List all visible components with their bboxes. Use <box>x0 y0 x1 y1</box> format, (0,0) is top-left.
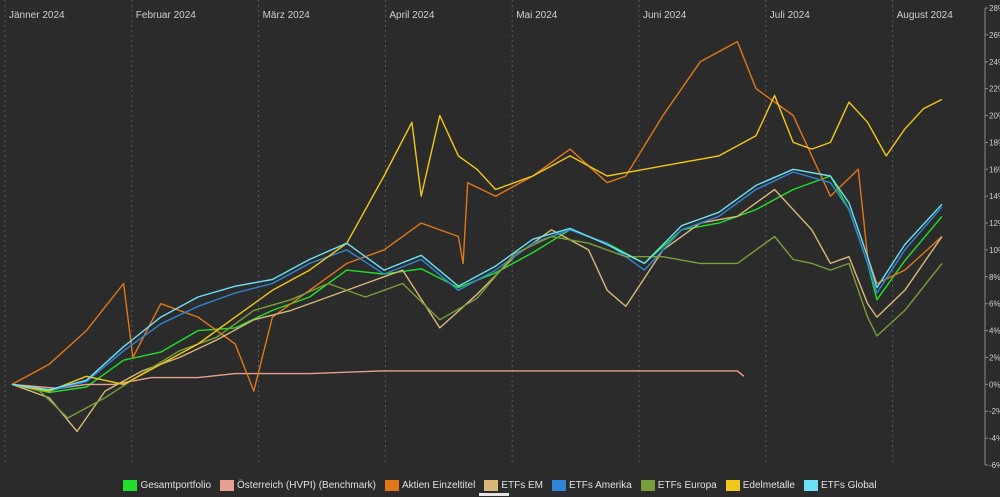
series-line-2 <box>11 40 943 392</box>
series-line-1 <box>11 370 745 390</box>
legend-item[interactable]: Österreich (HVPI) (Benchmark) <box>220 479 376 491</box>
legend-swatch <box>384 479 399 491</box>
legend-selection-marker <box>479 493 509 496</box>
legend-swatch <box>220 479 235 491</box>
series-lines <box>11 40 943 433</box>
y-tick-label: 12% <box>989 219 1000 228</box>
y-tick-label: 22% <box>989 85 1000 94</box>
y-tick-label: 18% <box>989 138 1000 147</box>
series-line-4 <box>11 171 943 392</box>
gridlines <box>5 7 985 466</box>
month-label: Mai 2024 <box>516 10 558 21</box>
y-tick-label: 16% <box>989 165 1000 174</box>
legend-swatch <box>123 479 138 491</box>
legend-label: Edelmetalle <box>742 479 795 491</box>
series-line-6 <box>11 94 943 392</box>
month-label: Juli 2024 <box>770 10 810 21</box>
legend-swatch <box>725 479 740 491</box>
month-label: April 2024 <box>389 10 434 21</box>
legend-item[interactable]: ETFs Europa <box>640 479 717 491</box>
y-tick-label: 14% <box>989 192 1000 201</box>
series-line-0 <box>11 175 943 394</box>
y-tick-label: 28% <box>989 4 1000 13</box>
series-line-7 <box>11 168 943 391</box>
month-labels: Jänner 2024 Februar 2024 März 2024 April 20… <box>9 10 953 21</box>
plot-background <box>0 0 1000 476</box>
y-tick-label: -4% <box>989 434 1000 443</box>
legend-label: Aktien Einzeltitel <box>401 479 476 491</box>
legend-item[interactable]: Edelmetalle <box>725 479 795 491</box>
legend-item[interactable]: ETFs EM <box>484 479 543 491</box>
y-tick-label: 20% <box>989 112 1000 121</box>
legend-swatch <box>484 479 499 491</box>
legend: Gesamtportfolio Österreich (HVPI) (Benchm… <box>0 476 1000 494</box>
legend-label: ETFs Amerika <box>569 479 632 491</box>
legend-label: ETFs Europa <box>657 479 717 491</box>
y-tick-label: 10% <box>989 246 1000 255</box>
legend-label: ETFs Global <box>820 479 877 491</box>
y-tick-label: -6% <box>989 461 1000 470</box>
y-tick-label: 24% <box>989 58 1000 67</box>
month-label: Juni 2024 <box>643 10 687 21</box>
y-axis-ticks: 28% 26% 24% 22% 20% 18% 16% 14% 12% 10% 8% 6% 4% 2% 0%… <box>984 4 1000 470</box>
month-label: Februar 2024 <box>136 10 196 21</box>
legend-swatch <box>640 479 655 491</box>
month-label: März 2024 <box>263 10 311 21</box>
legend-item[interactable]: ETFs Global <box>803 479 877 491</box>
y-tick-label: 4% <box>989 327 1000 336</box>
series-line-5 <box>11 235 943 419</box>
y-tick-label: 2% <box>989 353 1000 362</box>
legend-swatch <box>803 479 818 491</box>
performance-chart: 28% 26% 24% 22% 20% 18% 16% 14% 12% 10% 8% 6% 4% 2% 0%… <box>0 0 1000 476</box>
y-tick-label: -2% <box>989 407 1000 416</box>
legend-item[interactable]: Gesamtportfolio <box>123 479 212 491</box>
legend-label: ETFs EM <box>501 479 543 491</box>
legend-label: Österreich (HVPI) (Benchmark) <box>237 479 376 491</box>
y-tick-label: 0% <box>989 380 1000 389</box>
legend-item[interactable]: Aktien Einzeltitel <box>384 479 476 491</box>
month-label: Jänner 2024 <box>9 10 65 21</box>
legend-item[interactable]: ETFs Amerika <box>552 479 632 491</box>
legend-label: Gesamtportfolio <box>140 479 212 491</box>
y-tick-label: 8% <box>989 273 1000 282</box>
y-tick-label: 6% <box>989 300 1000 309</box>
y-tick-label: 26% <box>989 31 1000 40</box>
month-label: August 2024 <box>897 10 954 21</box>
legend-swatch <box>552 479 566 491</box>
